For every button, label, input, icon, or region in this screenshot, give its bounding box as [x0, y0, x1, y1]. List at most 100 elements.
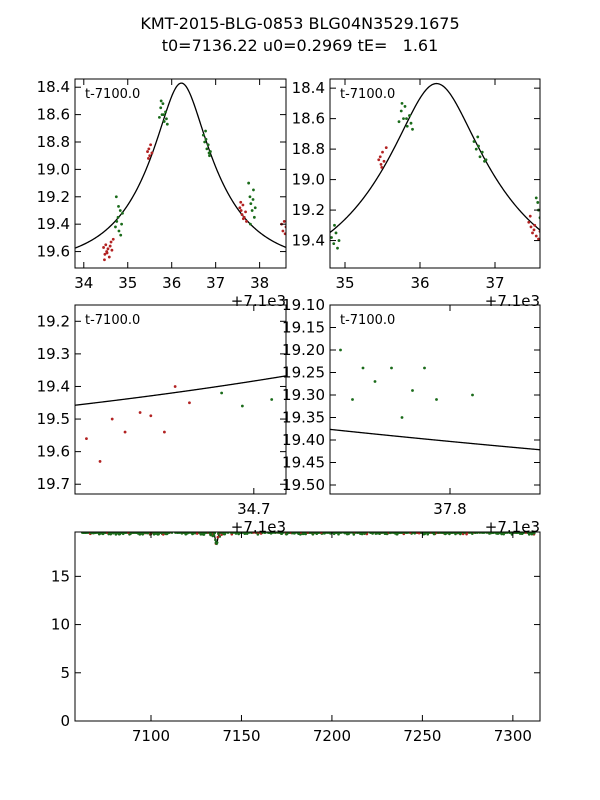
- plot-area: [330, 348, 540, 451]
- data-point-red: [149, 143, 153, 147]
- data-point-green: [472, 140, 476, 143]
- axes-frame: [329, 78, 541, 269]
- y-tick-label: 19.4: [37, 377, 70, 395]
- data-point-red: [382, 159, 386, 163]
- y-tick-label: 19.5: [37, 410, 70, 428]
- y-tick-label: 19.15: [282, 319, 325, 337]
- x-tick-label: 35: [118, 274, 137, 292]
- data-point-green: [116, 215, 120, 219]
- y-tick-label: 18.8: [37, 133, 70, 151]
- data-point-red: [537, 237, 540, 241]
- data-point-green: [251, 198, 255, 201]
- data-point: [223, 532, 226, 535]
- data-point-green: [405, 124, 409, 128]
- data-point-red: [240, 213, 244, 216]
- data-point-red: [379, 162, 383, 166]
- data-point-green: [205, 147, 209, 151]
- y-tick-label: 15: [51, 567, 70, 585]
- data-point-green: [471, 393, 474, 397]
- data-point-green: [334, 231, 338, 235]
- x-offset-label: +7.1e3: [231, 292, 286, 310]
- data-point-green: [204, 137, 208, 141]
- data-point: [216, 535, 220, 539]
- y-tick-label: 0: [60, 712, 70, 730]
- x-tick-label: 7300: [494, 727, 532, 745]
- data-point-green: [477, 144, 480, 148]
- data-point-red: [282, 220, 286, 223]
- data-point-green: [411, 389, 414, 392]
- x-tick-label: 7200: [313, 727, 351, 745]
- axes-frame: [74, 78, 287, 269]
- y-tick-label: 19.3: [37, 345, 70, 363]
- data-point-red: [527, 220, 531, 224]
- data-point-red: [110, 248, 114, 252]
- data-point-green: [249, 202, 253, 206]
- data-point: [195, 532, 199, 535]
- data-point-red: [111, 237, 115, 241]
- data-point-red: [534, 234, 538, 238]
- data-point-green: [159, 106, 163, 110]
- data-point-green: [248, 195, 252, 199]
- data-point-green: [119, 233, 123, 237]
- y-tick-label: 19.50: [282, 476, 325, 494]
- data-point-red: [108, 244, 112, 248]
- data-point-red: [281, 229, 285, 233]
- model-curve: [75, 82, 286, 249]
- y-tick-label: 19.2: [37, 188, 70, 206]
- data-point: [302, 532, 306, 535]
- plot-area: [75, 82, 286, 262]
- data-point-red: [384, 146, 388, 149]
- y-tick-label: 19.40: [282, 431, 325, 449]
- x-tick-label: 35: [335, 274, 354, 292]
- data-point: [112, 532, 115, 535]
- y-tick-label: 19.4: [292, 232, 325, 250]
- data-point: [496, 532, 499, 535]
- data-point: [454, 532, 457, 536]
- panel-middle-left: 19.219.319.419.519.619.734.7+7.1e3t-7100…: [37, 304, 287, 536]
- data-point-red: [149, 414, 153, 418]
- panel-top-left: 18.4 18.6 18.8 19.0 19.2 19.4 19.634 35 36 37 38+7…: [37, 78, 287, 310]
- data-point: [471, 532, 474, 535]
- data-point-green: [373, 380, 377, 383]
- x-tick-label: 36: [162, 274, 181, 292]
- data-point-red: [244, 210, 247, 214]
- data-point: [213, 532, 217, 535]
- data-point: [332, 532, 336, 536]
- data-point-green: [250, 209, 254, 212]
- data-point-red: [241, 217, 245, 221]
- y-tick-label: 19.45: [282, 454, 325, 472]
- y-tick-label: 19.0: [292, 171, 325, 189]
- data-point-green: [208, 154, 211, 158]
- data-point-red: [533, 223, 537, 227]
- data-point-green: [206, 143, 210, 147]
- data-point-red: [106, 247, 110, 251]
- data-point-red: [188, 401, 191, 405]
- axes-frame: [74, 304, 287, 495]
- y-tick-label: 19.30: [282, 386, 325, 404]
- data-point: [217, 532, 220, 535]
- data-point-red: [147, 157, 150, 160]
- x-offset-label: +7.1e3: [485, 292, 540, 310]
- plot-area: [330, 82, 540, 250]
- data-point-green: [399, 109, 403, 113]
- data-point-red: [532, 228, 536, 232]
- data-point: [209, 532, 213, 536]
- data-point-green: [484, 158, 488, 162]
- data-point-green: [403, 105, 407, 108]
- data-point-green: [405, 117, 408, 121]
- data-point: [245, 532, 249, 535]
- data-point-red: [381, 150, 384, 154]
- data-point-green: [534, 196, 538, 200]
- data-point-red: [107, 255, 111, 259]
- data-point: [238, 532, 242, 535]
- panel-label: t-7100.0: [85, 313, 140, 328]
- data-point-red: [378, 155, 382, 159]
- data-point: [417, 532, 421, 535]
- data-point-red: [163, 430, 166, 434]
- data-point-red: [239, 200, 243, 204]
- data-point-red: [283, 232, 286, 236]
- x-tick-label: 7100: [132, 727, 170, 745]
- data-point-red: [377, 158, 381, 162]
- data-point-green: [351, 398, 354, 401]
